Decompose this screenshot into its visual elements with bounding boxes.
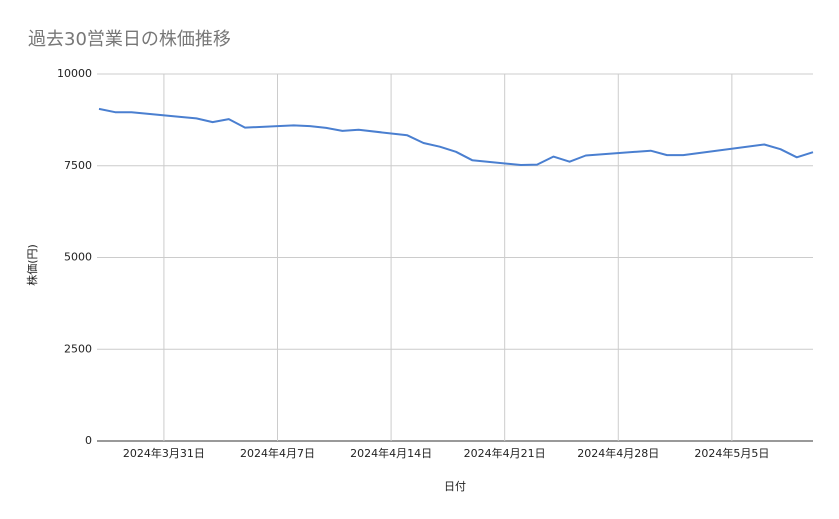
chart-title: 過去30営業日の株価推移 [28, 29, 231, 50]
x-axis-label: 日付 [444, 480, 466, 493]
x-tick-label: 2024年4月28日 [577, 446, 659, 460]
y-axis-label: 株価(円) [25, 244, 39, 286]
x-tick-label: 2024年4月14日 [350, 446, 432, 460]
x-tick-label: 2024年5月5日 [694, 446, 769, 460]
y-tick-label: 2500 [64, 342, 92, 355]
data-line [98, 107, 814, 166]
x-tick-label: 2024年4月7日 [240, 446, 315, 460]
y-tick-label: 5000 [64, 251, 92, 264]
x-tick-label: 2024年4月21日 [464, 446, 546, 460]
y-tick-label: 7500 [64, 159, 92, 172]
y-tick-label: 0 [85, 434, 92, 447]
x-tick-label: 2024年3月31日 [123, 446, 205, 460]
y-tick-label: 10000 [57, 67, 92, 80]
